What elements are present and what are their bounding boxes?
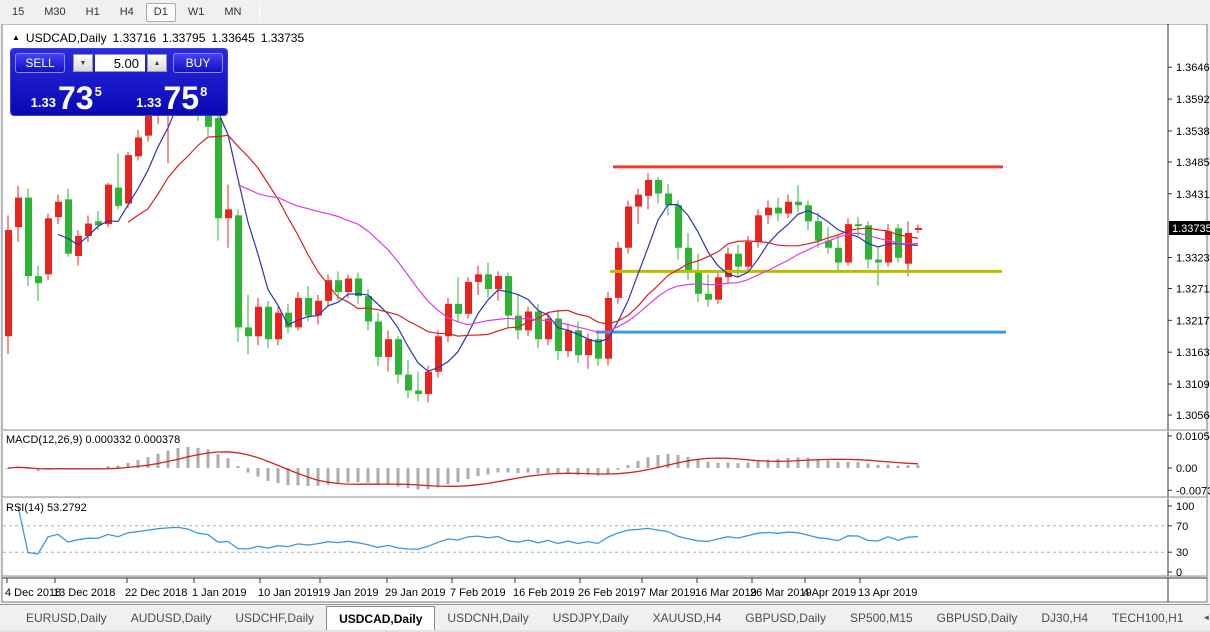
chevron-up-icon: ▲ (153, 59, 161, 67)
tab-sp500-m15[interactable]: SP500,M15 (849, 610, 913, 625)
price-axis-labels: 1.36460 1.35920 1.35380 1.34855 1.34315 1.332… (1168, 62, 1210, 422)
sell-price-display[interactable]: 1.33 73 5 (15, 76, 118, 116)
tab-usdcnh-daily[interactable]: USDCNH,Daily (447, 610, 529, 625)
svg-text:4 Apr 2019: 4 Apr 2019 (803, 587, 856, 599)
tab-usdjpy-daily[interactable]: USDJPY,Daily (552, 610, 629, 625)
timeframe-button-15[interactable]: 15 (12, 5, 25, 18)
chart-window-frame (1, 23, 1208, 603)
svg-text:1.33735: 1.33735 (1172, 223, 1210, 235)
rsi-indicator-label: RSI(14) 53.2792 (6, 502, 87, 514)
volume-decrease-button[interactable]: ▼ (73, 54, 93, 72)
buy-price-display[interactable]: 1.33 75 8 (121, 76, 224, 116)
candlestick-series (5, 56, 922, 403)
svg-text:7 Mar 2019: 7 Mar 2019 (640, 587, 696, 599)
window-bottom-strip (0, 630, 1210, 632)
svg-text:0.010525: 0.010525 (1176, 431, 1210, 443)
svg-text:19 Jan 2019: 19 Jan 2019 (318, 587, 379, 599)
buy-price-big: 75 (163, 80, 200, 116)
sell-button[interactable]: SELL (15, 53, 65, 73)
svg-text:0: 0 (1176, 567, 1182, 579)
macd-histogram (6, 446, 920, 490)
subwindow-collapse-icon[interactable]: ▲ (12, 33, 20, 42)
svg-text:13 Apr 2019: 13 Apr 2019 (858, 587, 917, 599)
svg-text:22 Dec 2018: 22 Dec 2018 (125, 587, 187, 599)
macd-axis-labels: 0.010525 0.00 -0.0073 (1168, 431, 1210, 497)
svg-text:29 Jan 2019: 29 Jan 2019 (385, 587, 446, 599)
svg-text:1.35380: 1.35380 (1176, 126, 1210, 138)
svg-text:13 Dec 2018: 13 Dec 2018 (53, 587, 115, 599)
svg-text:1 Jan 2019: 1 Jan 2019 (192, 587, 246, 599)
svg-text:1.31090: 1.31090 (1176, 379, 1210, 391)
buy-price-sup: 8 (200, 84, 208, 99)
buy-price-prefix: 1.33 (136, 95, 162, 110)
ohlc-low: 1.33645 (211, 31, 255, 45)
svg-text:1.32170: 1.32170 (1176, 315, 1210, 327)
svg-text:30: 30 (1176, 547, 1188, 559)
svg-text:7 Feb 2019: 7 Feb 2019 (450, 587, 506, 599)
ma-mid-line (127, 134, 919, 337)
svg-text:100: 100 (1176, 501, 1194, 513)
svg-text:1.34855: 1.34855 (1176, 157, 1210, 169)
symbol-period-label: USDCAD,Daily (25, 31, 107, 45)
buy-button[interactable]: BUY (173, 53, 223, 73)
chart-tabs-bar: EURUSD,Daily AUDUSD,Daily USDCHF,Daily USDC… (0, 604, 1210, 630)
chevron-down-icon: ▼ (79, 59, 87, 67)
volume-increase-button[interactable]: ▲ (147, 54, 167, 72)
svg-text:16 Mar 2019: 16 Mar 2019 (695, 587, 757, 599)
timeframe-button-d1[interactable]: D1 (145, 2, 176, 22)
svg-text:1.34315: 1.34315 (1176, 189, 1210, 201)
svg-text:26 Mar 2019: 26 Mar 2019 (750, 587, 812, 599)
one-click-trading-panel: SELL ▼ 5.00 ▲ BUY 1.33 73 5 1.33 75 8 (10, 48, 228, 116)
svg-text:26 Feb 2019: 26 Feb 2019 (578, 587, 640, 599)
rsi-axis-labels: 100 70 30 0 (1168, 501, 1194, 579)
timeframe-button-h1[interactable]: H1 (85, 5, 100, 18)
tab-gbpusd-daily[interactable]: GBPUSD,Daily (745, 610, 826, 625)
tab-usdchf-daily[interactable]: USDCHF,Daily (235, 610, 315, 625)
svg-text:1.30565: 1.30565 (1176, 410, 1210, 422)
tab-audusd-daily[interactable]: AUDUSD,Daily (130, 610, 212, 625)
tab-dj30-h4[interactable]: DJ30,H4 (1041, 610, 1089, 625)
timeframe-button-w1[interactable]: W1 (187, 5, 205, 18)
timeframe-button-h4[interactable]: H4 (119, 5, 134, 18)
svg-text:70: 70 (1176, 521, 1188, 533)
sell-price-sup: 5 (94, 84, 102, 99)
ohlc-open: 1.33716 (112, 31, 156, 45)
svg-text:4 Dec 2018: 4 Dec 2018 (5, 587, 61, 599)
current-price-marker: 1.33735 (1169, 221, 1210, 235)
svg-text:1.31630: 1.31630 (1176, 347, 1210, 359)
ohlc-close: 1.33735 (260, 31, 305, 45)
toolbar-separator (259, 3, 261, 21)
tab-tech100-h1[interactable]: TECH100,H1 (1112, 610, 1184, 625)
ohlc-high: 1.33795 (162, 31, 206, 45)
tab-gbpusd-daily[interactable]: GBPUSD,Daily (936, 610, 1018, 625)
tab-eurusd-daily[interactable]: EURUSD,Daily (26, 610, 107, 625)
timeframe-toolbar: 15 M30 H1 H4 D1 W1 MN (0, 0, 1210, 24)
svg-text:1.36460: 1.36460 (1176, 62, 1210, 74)
tabs-scroll-left-icon[interactable]: ◄ (1202, 613, 1210, 622)
sell-price-prefix: 1.33 (30, 95, 56, 110)
sell-price-big: 73 (57, 80, 94, 116)
svg-text:0.00: 0.00 (1176, 463, 1197, 475)
svg-text:1.33235: 1.33235 (1176, 253, 1210, 265)
timeframe-button-mn[interactable]: MN (224, 5, 242, 18)
rsi-line (17, 505, 919, 555)
ma-slow-line (237, 184, 919, 333)
svg-text:1.35920: 1.35920 (1176, 94, 1210, 106)
macd-signal-line (7, 451, 919, 487)
svg-text:16 Feb 2019: 16 Feb 2019 (513, 587, 575, 599)
svg-text:10 Jan 2019: 10 Jan 2019 (258, 587, 319, 599)
macd-indicator-label: MACD(12,26,9) 0.000332 0.000378 (6, 434, 181, 446)
timeframe-button-m30[interactable]: M30 (44, 5, 66, 18)
chart-title: ▲ USDCAD,Daily 1.33716 1.33795 1.33645 1… (12, 31, 304, 45)
tab-usdcad-daily[interactable]: USDCAD,Daily (326, 606, 436, 630)
tab-xauusd-h4[interactable]: XAUUSD,H4 (652, 610, 722, 625)
svg-text:-0.0073: -0.0073 (1176, 485, 1210, 497)
volume-input[interactable]: 5.00 (95, 54, 145, 72)
svg-text:1.32710: 1.32710 (1176, 283, 1210, 295)
